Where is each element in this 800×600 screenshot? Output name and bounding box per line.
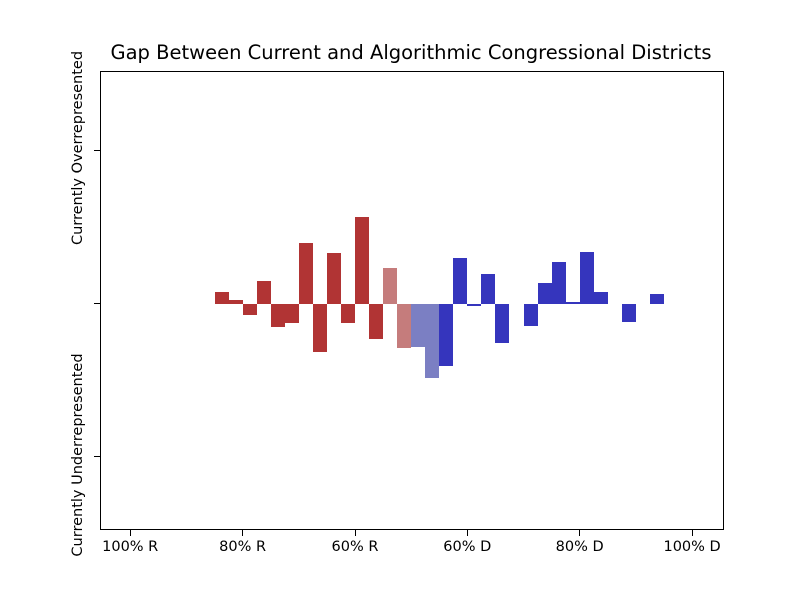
x-axis-tick bbox=[579, 530, 581, 536]
x-axis-tick-label: 60% R bbox=[331, 539, 379, 555]
district-bar bbox=[425, 303, 440, 378]
x-axis-tick bbox=[466, 530, 468, 536]
x-axis-tick-label: 80% R bbox=[219, 539, 267, 555]
district-bar bbox=[383, 267, 398, 304]
y-axis-label-underrepresented: Currently Underrepresented bbox=[70, 353, 86, 557]
district-bar bbox=[411, 303, 426, 348]
district-bar bbox=[565, 301, 580, 304]
district-bar bbox=[593, 291, 608, 304]
district-bar bbox=[551, 262, 566, 304]
x-axis-tick-label: 100% R bbox=[102, 539, 159, 555]
district-bar bbox=[369, 303, 383, 339]
y-axis-label-overrepresented: Currently Overrepresented bbox=[70, 50, 86, 246]
district-bar bbox=[621, 303, 636, 322]
y-axis-tick bbox=[94, 303, 100, 305]
chart-title: Gap Between Current and Algorithmic Cong… bbox=[110, 41, 712, 64]
x-axis-tick bbox=[129, 530, 131, 536]
district-bar bbox=[228, 299, 243, 304]
plot-area: 100% R 80% R 60% R 60% D 80% D 100% D bbox=[94, 71, 724, 555]
x-axis-tick-label: 80% D bbox=[555, 539, 604, 555]
district-bar bbox=[256, 281, 271, 304]
district-bar bbox=[439, 303, 454, 366]
x-axis-tick bbox=[691, 530, 693, 536]
y-axis-tick bbox=[94, 456, 100, 458]
district-bar bbox=[340, 303, 355, 323]
y-axis-tick bbox=[94, 149, 100, 151]
district-bar bbox=[270, 303, 285, 327]
x-axis-tick bbox=[242, 530, 244, 536]
x-axis-tick-label: 100% D bbox=[663, 539, 721, 555]
district-bar bbox=[467, 303, 482, 306]
district-bar bbox=[298, 242, 313, 304]
district-bar bbox=[650, 293, 664, 304]
district-bar bbox=[284, 303, 299, 324]
district-bar bbox=[355, 217, 369, 304]
district-bar bbox=[579, 252, 594, 304]
district-bar bbox=[242, 303, 257, 316]
district-bar bbox=[523, 303, 538, 327]
district-bar bbox=[453, 257, 468, 304]
x-axis-tick bbox=[354, 530, 356, 536]
district-bar bbox=[214, 291, 229, 304]
district-bar bbox=[495, 303, 510, 344]
x-axis-tick-label: 60% D bbox=[443, 539, 492, 555]
district-bar bbox=[537, 283, 552, 304]
district-bar bbox=[397, 303, 412, 348]
district-bar bbox=[312, 303, 327, 353]
district-bar bbox=[326, 253, 341, 304]
district-bar bbox=[481, 273, 496, 304]
